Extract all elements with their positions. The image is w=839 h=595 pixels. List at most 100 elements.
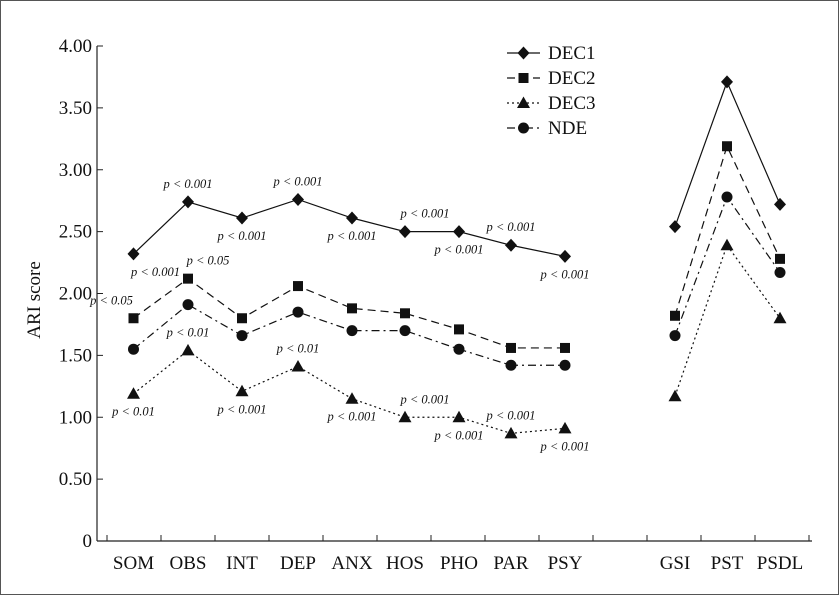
point-dec3 — [235, 384, 249, 397]
significance-label: p < 0.01 — [111, 405, 155, 419]
point-dec1 — [127, 247, 140, 261]
significance-label: p < 0.001 — [216, 229, 266, 243]
significance-label: p < 0.001 — [216, 402, 266, 416]
x-tick-label: GSI — [660, 553, 691, 574]
point-nde — [236, 330, 248, 342]
point-nde — [128, 343, 139, 355]
point-dec3 — [127, 387, 140, 399]
x-tick-label: PST — [711, 553, 744, 574]
point-dec2 — [293, 281, 303, 292]
significance-label: p < 0.001 — [326, 229, 376, 243]
y-tick-label: 4.00 — [59, 36, 92, 57]
point-dec3 — [720, 238, 734, 251]
x-tick-label: PSY — [548, 553, 583, 574]
significance-label: p < 0.001 — [399, 392, 449, 406]
point-nde — [774, 266, 786, 278]
axes: 0 0.50 1.00 1.50 2.00 2.50 3.00 3.50 4.00 SOM OBS I… — [59, 36, 812, 574]
point-dec1 — [236, 211, 248, 225]
point-dec2 — [722, 141, 732, 152]
point-dec1 — [292, 192, 304, 206]
significance-label: p < 0.001 — [539, 439, 589, 453]
legend-label-nde: NDE — [548, 118, 587, 139]
point-dec3 — [452, 410, 466, 423]
point-dec1 — [182, 195, 194, 209]
significance-label: p < 0.05 — [186, 254, 230, 268]
x-tick-label: INT — [226, 553, 258, 574]
point-dec3 — [181, 343, 195, 356]
significance-label: p < 0.001 — [399, 207, 449, 221]
point-nde — [559, 359, 571, 371]
y-tick-label: 1.50 — [59, 345, 92, 366]
series-line-dec3 — [674, 243, 781, 397]
significance-label: p < 0.001 — [539, 267, 589, 281]
legend-marker-dec3 — [517, 96, 530, 108]
point-dec2 — [506, 342, 516, 353]
legend-marker-nde — [518, 122, 529, 134]
x-tick-label: PSDL — [757, 553, 803, 574]
series-line-dec2 — [674, 144, 781, 316]
point-nde — [182, 299, 194, 311]
y-tick-label: 3.50 — [59, 98, 92, 119]
x-tick-label: HOS — [386, 553, 424, 574]
legend-marker-dec2 — [518, 73, 529, 83]
point-dec2 — [775, 253, 785, 264]
significance-label: p < 0.001 — [162, 177, 212, 191]
legend: DEC1 DEC2 DEC3 NDE — [507, 43, 596, 139]
point-dec2 — [454, 324, 464, 335]
point-dec2 — [128, 313, 139, 324]
significance-label: p < 0.05 — [89, 293, 133, 307]
significance-label: p < 0.001 — [326, 410, 376, 424]
series-line-nde — [133, 303, 565, 366]
significance-label: p < 0.001 — [485, 408, 535, 422]
point-dec1 — [346, 211, 358, 225]
x-tick-label: PHO — [440, 553, 478, 574]
significance-label: p < 0.01 — [276, 342, 320, 356]
series-line-nde — [674, 195, 781, 336]
legend-label-dec1: DEC1 — [548, 43, 596, 64]
significance-label: p < 0.01 — [166, 325, 210, 339]
series-line-dec2 — [133, 277, 565, 349]
point-dec1 — [669, 220, 681, 234]
point-dec3 — [291, 360, 305, 372]
point-dec1 — [505, 238, 517, 252]
significance-label: p < 0.001 — [485, 220, 535, 234]
y-tick-label: 2.00 — [59, 284, 92, 305]
x-tick-label: PAR — [493, 553, 529, 574]
point-dec3 — [558, 421, 572, 434]
point-dec2 — [670, 310, 680, 321]
legend-label-dec3: DEC3 — [548, 93, 596, 114]
point-nde — [399, 325, 411, 337]
point-dec1 — [453, 225, 465, 239]
point-dec1 — [721, 75, 733, 89]
point-dec2 — [400, 308, 410, 319]
point-dec2 — [347, 303, 357, 314]
x-tick-label: OBS — [170, 553, 207, 574]
series-lines — [133, 80, 781, 434]
y-tick-label: 3.00 — [59, 160, 92, 181]
point-dec3 — [398, 410, 412, 423]
series-markers — [127, 75, 787, 439]
point-dec1 — [399, 225, 411, 239]
point-dec2 — [183, 273, 193, 284]
series-line-dec1 — [674, 80, 781, 227]
significance-label: p < 0.001 — [130, 265, 180, 279]
point-nde — [721, 191, 733, 203]
y-tick-label: 0.50 — [59, 469, 92, 490]
y-axis-label: ARI score — [24, 261, 45, 339]
significance-label: p < 0.001 — [272, 174, 322, 188]
significance-label: p < 0.001 — [433, 428, 483, 442]
point-nde — [669, 330, 681, 342]
x-tick-label: DEP — [280, 553, 316, 574]
point-dec3 — [345, 392, 359, 404]
point-nde — [292, 306, 304, 318]
y-tick-label: 1.00 — [59, 407, 92, 428]
legend-marker-dec1 — [517, 46, 530, 60]
x-tick-label: ANX — [331, 553, 372, 574]
y-tick-label: 0 — [83, 531, 93, 552]
x-tick-label: SOM — [113, 553, 154, 574]
significance-label: p < 0.001 — [433, 243, 483, 257]
point-dec1 — [559, 249, 571, 263]
